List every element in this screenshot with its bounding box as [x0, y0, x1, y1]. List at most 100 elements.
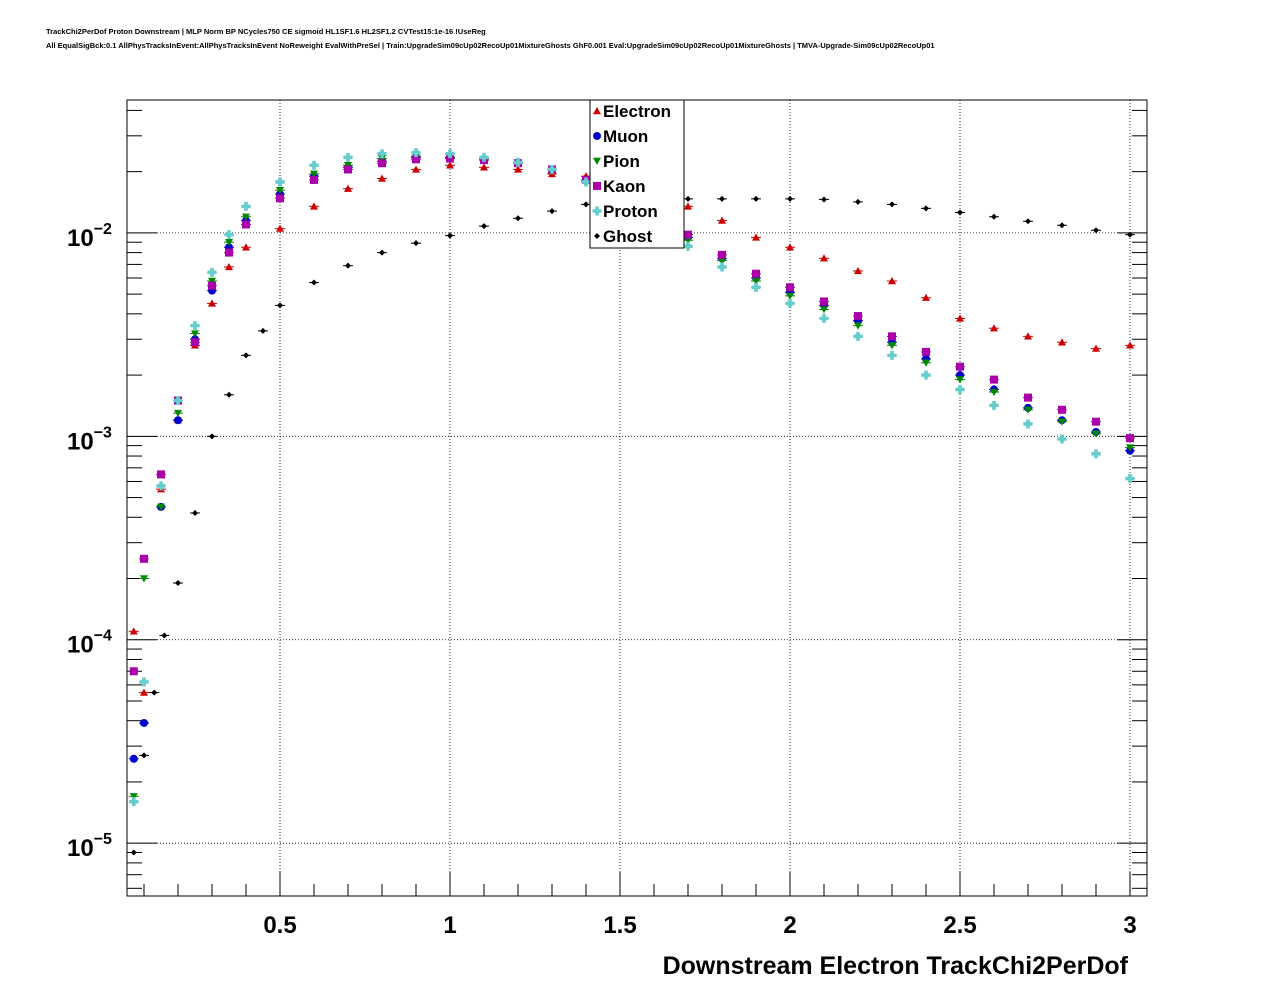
y-tick-label: 10−4 [67, 628, 112, 659]
data-point [151, 689, 158, 696]
y-tick-mantissa: 10 [67, 632, 94, 659]
data-point [140, 688, 148, 696]
data-point [276, 224, 284, 232]
data-point [717, 262, 727, 272]
data-point [786, 292, 794, 300]
data-point [129, 754, 138, 763]
data-point [157, 470, 165, 479]
data-point [225, 238, 233, 247]
data-point [513, 157, 523, 167]
legend-marker-electron [593, 107, 601, 115]
data-point [1057, 434, 1067, 444]
y-tick-label: 10−5 [67, 831, 112, 862]
data-point [413, 240, 419, 247]
data-point [922, 347, 930, 356]
data-point [719, 195, 725, 202]
data-point [1024, 406, 1032, 414]
data-point [718, 257, 726, 265]
series-kaon [128, 154, 1135, 676]
x-tick-labels: 0.5 1 1.5 2 2.5 3 [263, 912, 1136, 939]
data-point [923, 205, 929, 212]
data-point [411, 148, 421, 158]
data-point [956, 362, 964, 371]
data-point [161, 632, 168, 639]
data-point [344, 165, 352, 174]
data-point [191, 338, 199, 347]
data-point [140, 554, 148, 563]
data-point [175, 580, 181, 587]
data-point [922, 293, 930, 301]
data-point [684, 202, 692, 210]
data-point [378, 159, 386, 168]
data-point [378, 174, 386, 182]
data-point [224, 230, 234, 240]
data-point [140, 718, 148, 727]
y-tick-exponent: −4 [94, 628, 112, 645]
data-point [819, 313, 829, 323]
data-point [275, 177, 285, 187]
x-tick-label: 2.5 [943, 912, 976, 939]
data-point [752, 277, 760, 286]
data-point [377, 149, 387, 159]
x-tick-label: 1.5 [603, 912, 636, 939]
data-point [514, 165, 522, 173]
data-point [140, 575, 148, 583]
data-point [990, 324, 998, 332]
data-point [208, 277, 216, 286]
legend-label-electron: Electron [603, 102, 671, 121]
legend-marker-proton [592, 206, 602, 216]
data-point [174, 409, 182, 418]
data-point [130, 849, 137, 856]
data-point [888, 277, 896, 285]
legend-label-ghost: Ghost [603, 227, 652, 246]
data-point [990, 388, 998, 397]
data-point [310, 170, 318, 178]
legend-marker-muon [593, 132, 601, 140]
data-point [752, 269, 760, 278]
data-point [785, 298, 795, 308]
y-tick-exponent: −3 [94, 424, 112, 441]
data-point [209, 433, 215, 440]
data-point [445, 149, 455, 159]
data-point [344, 184, 352, 192]
data-point [156, 481, 166, 491]
data-point [241, 201, 251, 211]
data-point [820, 254, 828, 262]
data-point [309, 160, 319, 170]
data-point [141, 752, 147, 759]
data-point [173, 395, 183, 405]
data-point [583, 201, 589, 208]
data-point [751, 282, 761, 292]
data-point [854, 312, 862, 321]
data-point [855, 198, 861, 205]
data-point [889, 201, 895, 208]
data-point [853, 331, 863, 341]
data-point [447, 232, 453, 239]
data-point [1058, 338, 1066, 346]
data-point [412, 165, 420, 173]
data-point [515, 215, 521, 222]
data-point [412, 155, 420, 164]
x-tick-label: 3 [1123, 912, 1136, 939]
data-point [225, 248, 233, 257]
data-point [718, 216, 726, 224]
x-tick-label: 2 [783, 912, 796, 939]
data-point [129, 667, 138, 676]
data-point [208, 299, 216, 307]
data-point [139, 677, 149, 687]
data-point [820, 306, 828, 314]
data-point [752, 233, 760, 241]
header-line-2: All EqualSigBck:0.1 AllPhysTracksInEvent… [46, 41, 935, 50]
data-point [991, 213, 997, 220]
data-point [922, 359, 930, 367]
data-point [242, 220, 250, 229]
x-tick-label: 0.5 [263, 912, 296, 939]
data-point [225, 262, 233, 271]
data-point [685, 195, 691, 202]
legend-label-muon: Muon [603, 127, 648, 146]
data-point [129, 793, 138, 801]
header-line-1: TrackChi2PerDof Proton Downstream | MLP … [46, 27, 486, 36]
data-point [446, 161, 454, 169]
data-point [190, 321, 200, 331]
